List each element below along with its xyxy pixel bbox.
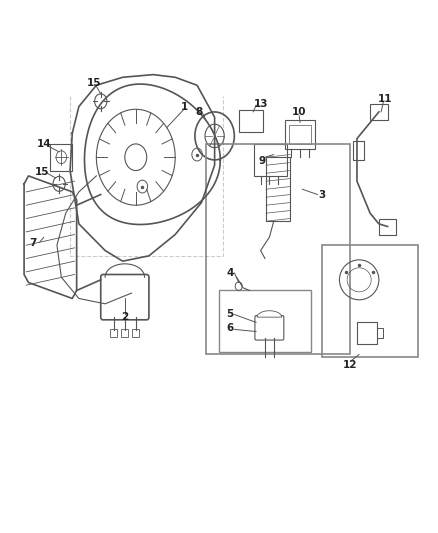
Text: 13: 13	[253, 99, 268, 109]
Text: 10: 10	[292, 107, 307, 117]
Text: 6: 6	[226, 323, 233, 333]
Text: 2: 2	[121, 312, 128, 322]
Text: 9: 9	[258, 156, 265, 166]
Polygon shape	[257, 311, 282, 317]
Text: 15: 15	[87, 78, 102, 87]
Text: 11: 11	[378, 94, 393, 103]
Text: 7: 7	[29, 238, 36, 247]
Text: 4: 4	[226, 268, 233, 278]
Text: 14: 14	[36, 139, 51, 149]
Text: 3: 3	[318, 190, 325, 199]
Text: 15: 15	[34, 167, 49, 176]
Text: 12: 12	[343, 360, 358, 370]
Text: 1: 1	[180, 102, 187, 111]
Text: 8: 8	[196, 107, 203, 117]
Text: 5: 5	[226, 310, 233, 319]
